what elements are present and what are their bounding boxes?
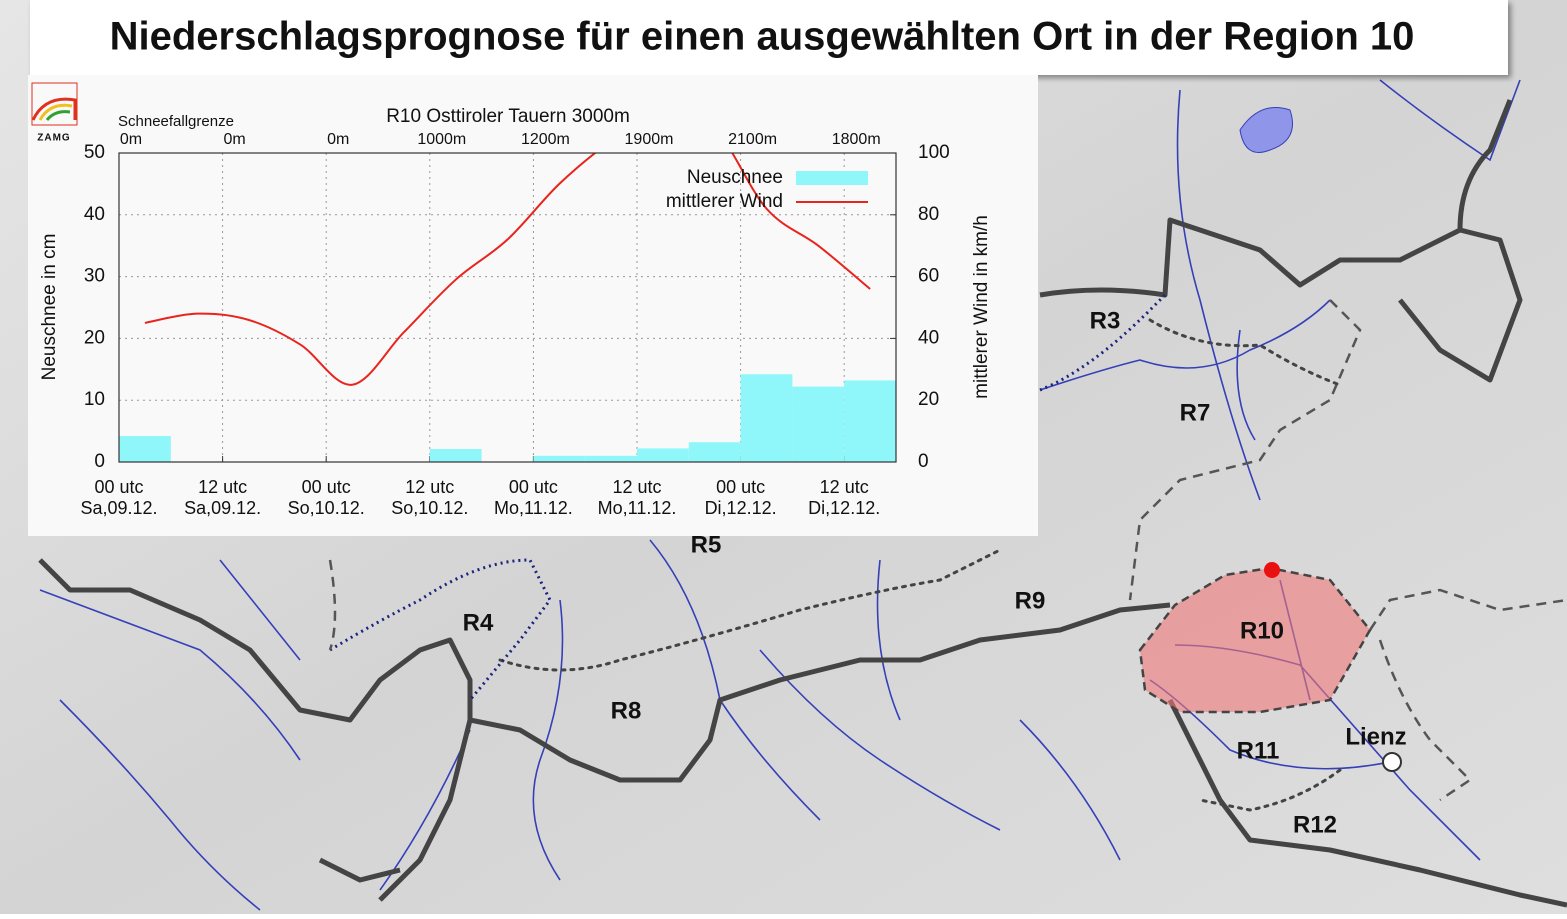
bar — [533, 455, 586, 462]
logo: ZAMG — [37, 133, 70, 144]
y-tick-label: 0 — [94, 451, 105, 472]
snowline-label: 1000m — [417, 131, 466, 148]
region-label: R9 — [1015, 587, 1046, 614]
snowline-label: 1800m — [832, 131, 881, 148]
x-tick-label: 12 utc — [198, 477, 247, 497]
bar — [429, 449, 482, 462]
snowline-label: 1200m — [521, 131, 570, 148]
x-tick-label: 00 utc — [302, 477, 351, 497]
y2-tick-label: 100 — [918, 142, 950, 163]
snowline-label: 0m — [223, 131, 245, 148]
bar — [688, 442, 741, 462]
snowline-label: 0m — [327, 131, 349, 148]
bar — [119, 436, 171, 462]
bar — [740, 374, 793, 462]
x-tick-label: 12 utc — [612, 477, 661, 497]
x-tick-date: So,10.12. — [288, 498, 365, 518]
y2-axis-title: mittlerer Wind in km/h — [971, 215, 992, 399]
snowline-label: 0m — [120, 131, 142, 148]
title-bar — [30, 0, 1508, 75]
region-label: R8 — [611, 697, 642, 724]
chart: ZAMG R10 Osttiroler Tauern 3000m Schneef… — [28, 75, 1038, 536]
bar — [637, 448, 689, 462]
x-tick-date: So,10.12. — [391, 498, 468, 518]
y-tick-label: 10 — [84, 389, 105, 410]
bar — [792, 386, 845, 462]
region-label: Lienz — [1345, 723, 1406, 750]
x-tick-label: 12 utc — [405, 477, 454, 497]
y-axis-title: Neuschnee in cm — [39, 234, 60, 381]
region-label: R10 — [1240, 617, 1284, 644]
y2-tick-label: 80 — [918, 204, 939, 225]
snowline-label: 2100m — [728, 131, 777, 148]
y-tick-label: 40 — [84, 204, 105, 225]
y-tick-label: 20 — [84, 327, 105, 348]
y2-tick-label: 20 — [918, 389, 939, 410]
region-label: R3 — [1090, 307, 1121, 334]
legend-label: mittlerer Wind — [666, 191, 783, 212]
chart-title: R10 Osttiroler Tauern 3000m — [386, 106, 630, 127]
region-label: R7 — [1180, 399, 1211, 426]
x-tick-label: 00 utc — [94, 477, 143, 497]
legend-label: Neuschnee — [687, 167, 783, 188]
y-tick-label: 50 — [84, 142, 105, 163]
y2-tick-label: 0 — [918, 451, 929, 472]
page-title: Niederschlagsprognose für einen ausgewäh… — [110, 15, 1415, 59]
x-tick-label: 00 utc — [716, 477, 765, 497]
x-tick-label: 12 utc — [820, 477, 869, 497]
legend-swatch — [796, 171, 868, 185]
x-tick-date: Di,12.12. — [808, 498, 880, 518]
bar — [844, 380, 896, 462]
snowline-label: 1900m — [625, 131, 674, 148]
y2-tick-label: 40 — [918, 327, 939, 348]
x-tick-date: Mo,11.12. — [494, 498, 573, 518]
snowline-title: Schneefallgrenze — [118, 113, 234, 130]
region-label: R12 — [1293, 811, 1337, 838]
x-tick-date: Sa,09.12. — [184, 498, 261, 518]
x-tick-date: Mo,11.12. — [598, 498, 677, 518]
plot-frame — [118, 152, 897, 463]
bar — [585, 455, 637, 462]
region-label: R11 — [1237, 737, 1280, 764]
region-label: R4 — [463, 609, 494, 636]
x-tick-date: Di,12.12. — [705, 498, 777, 518]
y2-tick-label: 60 — [918, 266, 939, 287]
wind-line — [144, 153, 871, 386]
y-tick-label: 30 — [84, 266, 105, 287]
x-tick-label: 00 utc — [509, 477, 558, 497]
x-tick-date: Sa,09.12. — [80, 498, 157, 518]
